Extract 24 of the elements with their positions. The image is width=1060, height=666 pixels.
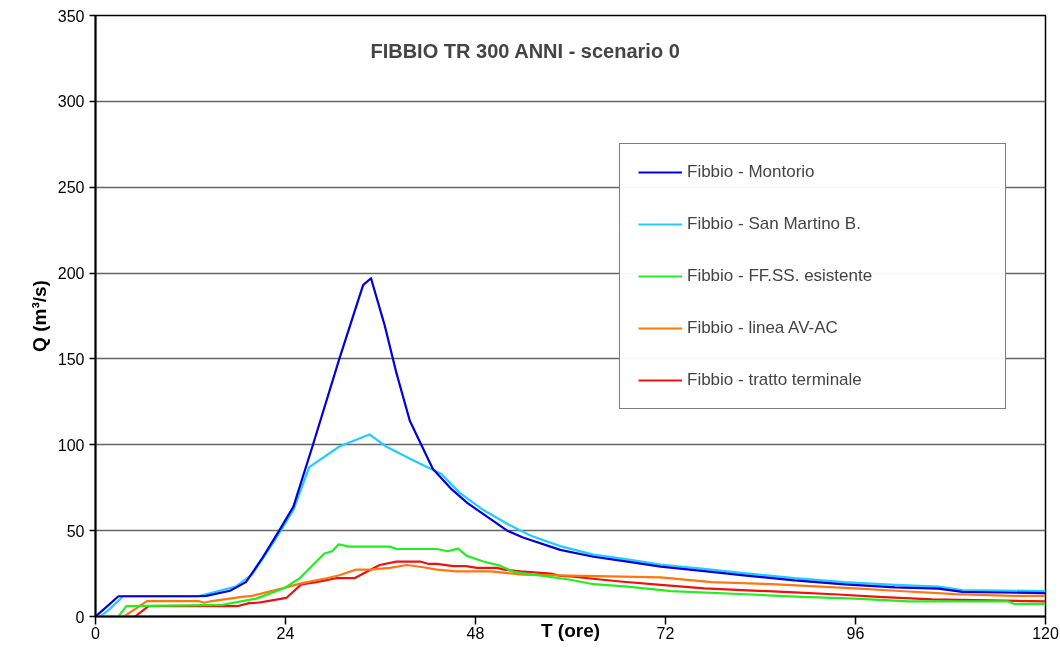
y-tick-label: 300 [57,93,85,111]
y-tick-label: 50 [66,522,85,540]
x-tick-label: 72 [656,624,675,642]
y-tick-label: 0 [75,608,85,626]
x-tick-label: 24 [276,624,295,642]
y-tick-label: 250 [57,179,85,197]
y-axis-title: Q (m³/s) [28,280,50,352]
x-axis-title: T (ore) [540,619,601,641]
y-tick-label: 350 [57,7,85,25]
y-tick-label: 200 [57,265,85,283]
text: FIBBIO TR 300 ANNI - scenario 0 [370,39,680,62]
line-series [99,433,1046,617]
legend-label: Fibbio - Montorio [687,162,816,182]
x-tick-label: 120 [1032,624,1059,642]
legend-label: Fibbio - FF.SS. esistente [687,266,874,286]
legend-label: Fibbio - San Martino B. [687,214,862,234]
y-tick-label: 100 [57,436,85,454]
y-tick-label: 150 [57,350,85,368]
x-tick-label: 48 [466,624,485,642]
legend-label: Fibbio - tratto terminale [687,370,863,390]
x-tick-label: 96 [846,624,865,642]
line-series [117,543,1046,617]
legend-label: Fibbio - linea AV-AC [687,318,839,338]
x-tick-label: 0 [91,624,101,642]
